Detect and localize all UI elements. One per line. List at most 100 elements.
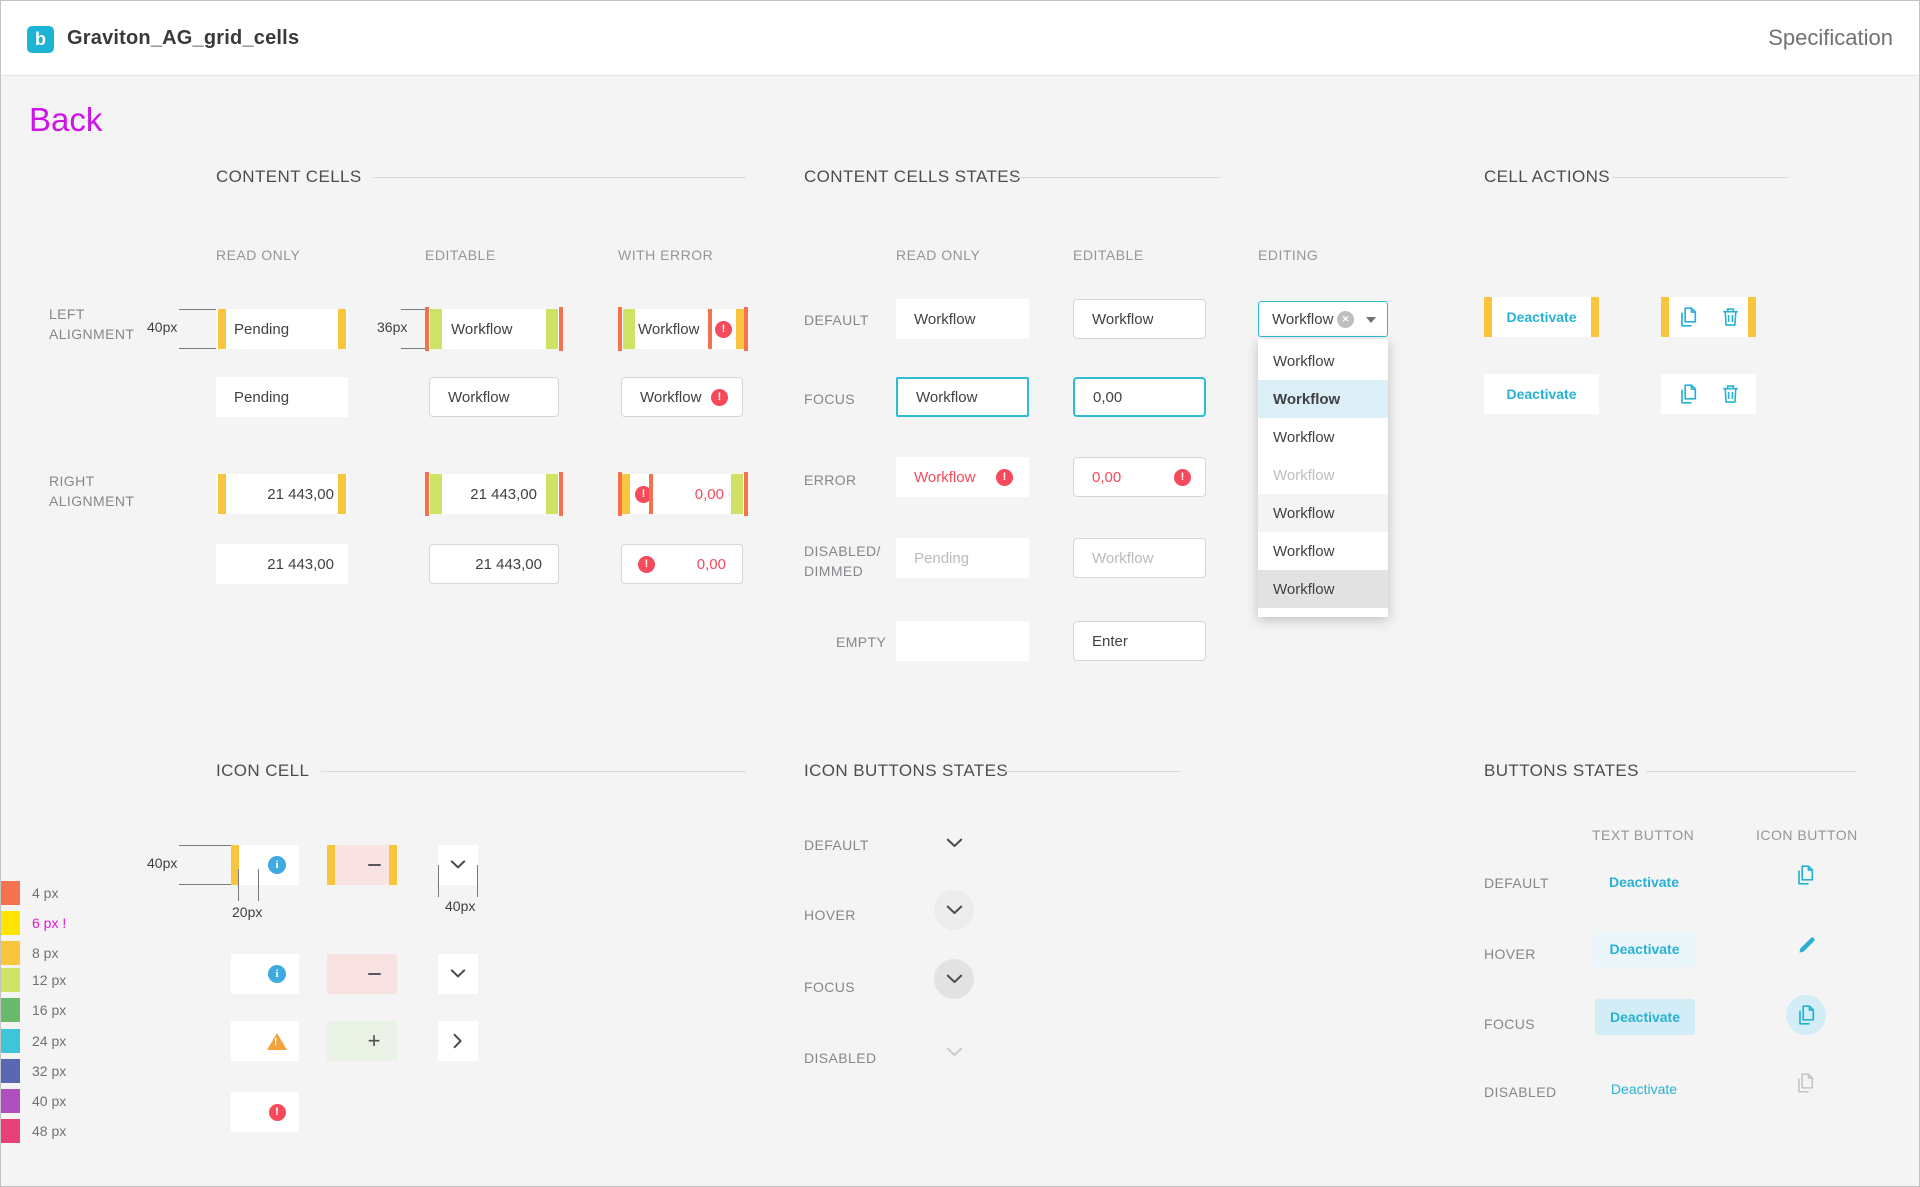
state-cell-readonly-focus[interactable]: Workflow <box>896 377 1029 417</box>
dropdown-option[interactable]: Workflow <box>1273 428 1335 446</box>
info-icon: i <box>268 856 286 874</box>
icon-cell-chevron-spec[interactable] <box>438 845 478 885</box>
measure-line <box>179 884 231 885</box>
icon-button-focus-copy-icon[interactable] <box>1786 995 1826 1035</box>
icon-button-disabled-chevron-down-icon <box>946 1047 963 1058</box>
trash-icon[interactable] <box>1722 307 1739 327</box>
dropdown-option-hover[interactable]: Workflow <box>1258 494 1388 532</box>
cell-text-error: 0,00 <box>1092 468 1122 486</box>
col-header-read-only: READ ONLY <box>216 247 301 263</box>
icon-button-default-chevron-down-icon[interactable] <box>946 838 963 849</box>
editable-cell-right[interactable]: 21 443,00 <box>429 544 559 584</box>
error-icon: ! <box>635 485 652 503</box>
section-title-icon-buttons: ICON BUTTONS STATES <box>804 761 1009 780</box>
section-title-cell-actions: CELL ACTIONS <box>1484 167 1611 186</box>
icon-button-default-copy-icon[interactable] <box>1796 865 1815 886</box>
legend-item: 12 px <box>1 968 66 992</box>
icon-button-hover-chevron-down-icon[interactable] <box>934 890 974 930</box>
cell-text-dim: Workflow <box>1092 549 1154 567</box>
dropdown-option[interactable]: Workflow <box>1273 542 1335 560</box>
icon-cell-minus <box>327 954 397 994</box>
clear-icon[interactable]: ✕ <box>1337 310 1354 328</box>
trash-icon[interactable] <box>1722 384 1739 404</box>
padding-bar-8px <box>389 845 397 885</box>
row-label-left-alignment: LEFT ALIGNMENT <box>49 306 135 342</box>
col-header-text-button: TEXT BUTTON <box>1592 827 1695 843</box>
measure-line <box>401 309 425 310</box>
cell-number: 21 443,00 <box>475 555 542 573</box>
col-header-icon-button: ICON BUTTON <box>1756 827 1858 843</box>
row-label-disabled: DISABLED/ DIMMED <box>804 543 881 579</box>
divider <box>1004 771 1181 772</box>
legend-item: 40 px <box>1 1089 66 1113</box>
color-swatch <box>1 1029 20 1053</box>
editable-cell-spec-left[interactable]: Workflow <box>425 307 563 351</box>
padding-bar-4px <box>559 307 563 351</box>
padding-bar-8px <box>218 474 226 514</box>
legend-label: 12 px <box>32 972 67 988</box>
editable-cell-spec-right[interactable]: 21 443,00 <box>425 472 563 516</box>
padding-bar-8px <box>622 474 630 514</box>
measure-label-20px: 20px <box>232 904 263 920</box>
section-title-buttons-states: BUTTONS STATES <box>1484 761 1639 780</box>
page-title: Graviton_AG_grid_cells <box>67 26 300 49</box>
app-logo-icon[interactable]: b <box>27 26 54 53</box>
state-cell-readonly-error: Workflow ! <box>896 457 1029 497</box>
nav-specification[interactable]: Specification <box>1768 25 1893 50</box>
cell-text: Pending <box>234 320 290 338</box>
legend-label: 16 px <box>32 1002 67 1018</box>
state-cell-editable-default[interactable]: Workflow <box>1073 299 1206 339</box>
measure-line <box>438 865 439 897</box>
state-cell-editable-error[interactable]: 0,00 ! <box>1073 457 1206 497</box>
padding-bar-8px <box>327 845 335 885</box>
back-link[interactable]: Back <box>29 101 103 138</box>
editing-select[interactable]: Workflow ✕ <box>1258 301 1388 337</box>
dropdown-option[interactable]: Workflow <box>1273 352 1335 370</box>
cell-text: 0,00 <box>1093 388 1123 406</box>
dropdown-option-pressed[interactable]: Workflow <box>1258 570 1388 608</box>
state-cell-editable-focus[interactable]: 0,00 <box>1073 377 1206 417</box>
padding-bar-4px <box>649 474 653 514</box>
cell-text: Workflow <box>914 310 976 328</box>
measure-line <box>179 309 234 310</box>
cell-text: Workflow <box>448 388 510 406</box>
icon-button-disabled-copy-icon <box>1796 1073 1815 1094</box>
padding-bar-4px <box>425 307 429 351</box>
text-button-hover[interactable]: Deactivate <box>1594 931 1695 967</box>
deactivate-button[interactable]: Deactivate <box>1506 309 1577 325</box>
legend-label: 32 px <box>32 1063 67 1079</box>
chevron-down-icon[interactable] <box>1366 317 1376 323</box>
legend-item: 4 px <box>1 881 58 905</box>
state-cell-editable-empty[interactable]: Enter <box>1073 621 1206 661</box>
icon-button-hover-pencil-icon[interactable] <box>1797 935 1817 955</box>
measure-line <box>179 845 231 846</box>
cell-text: Workflow <box>638 320 700 338</box>
padding-bar-8px <box>736 309 744 349</box>
measure-line <box>477 865 478 897</box>
text-button-focus[interactable]: Deactivate <box>1595 999 1695 1035</box>
col-header-editable: EDITABLE <box>1073 247 1144 263</box>
deactivate-button[interactable]: Deactivate <box>1506 386 1577 402</box>
cell-text: Workflow <box>451 320 513 338</box>
copy-icon[interactable] <box>1679 383 1698 405</box>
legend-label: 40 px <box>32 1093 67 1109</box>
cell-text: Workflow <box>640 388 702 406</box>
color-swatch <box>1 1089 20 1113</box>
dropdown-option-selected[interactable]: Workflow <box>1258 380 1388 418</box>
chevron-down-icon <box>450 969 466 979</box>
padding-bar-4px <box>618 307 622 351</box>
icon-cell-chevron-right[interactable] <box>438 1021 478 1061</box>
text-button-default[interactable]: Deactivate <box>1608 874 1680 890</box>
icon-button-focus-chevron-down-icon[interactable] <box>934 959 974 999</box>
measure-label-36px: 36px <box>377 319 408 335</box>
color-swatch <box>1 1059 20 1083</box>
icon-cell-chevron[interactable] <box>438 954 478 994</box>
measure-label-40px: 40px <box>445 898 476 914</box>
padding-bar-4px <box>618 472 622 516</box>
legend-label: 6 px ! <box>32 915 67 931</box>
legend-item: 24 px <box>1 1029 66 1053</box>
padding-bar-4px <box>708 309 712 349</box>
editable-cell-left[interactable]: Workflow <box>429 377 559 417</box>
copy-icon[interactable] <box>1679 306 1698 328</box>
padding-bar-8px <box>218 309 226 349</box>
